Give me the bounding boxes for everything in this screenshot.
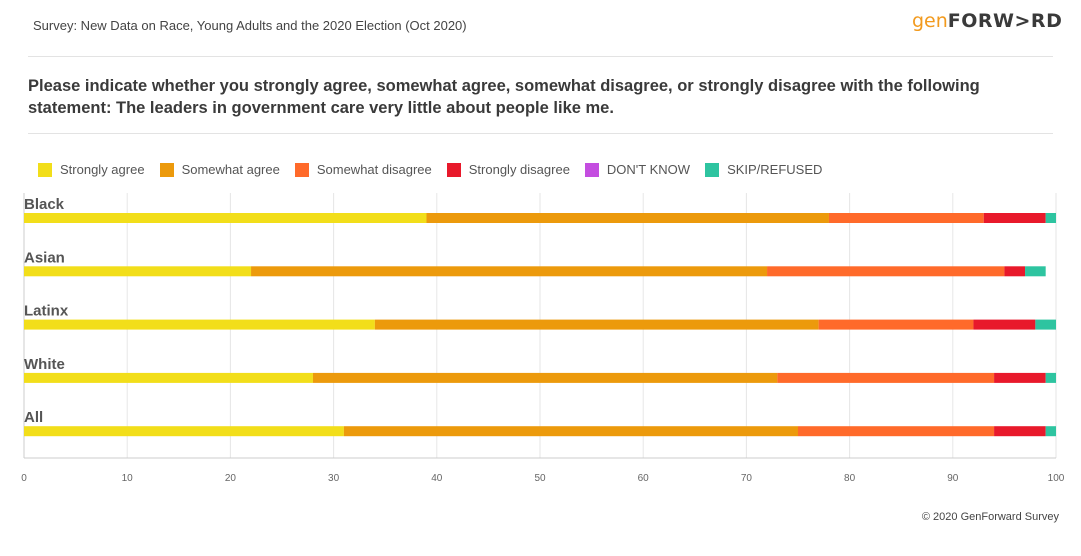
legend-swatch: [446, 162, 461, 177]
bar-all-strongly-disagree: [994, 426, 1046, 437]
legend-label: Somewhat agree: [181, 162, 280, 177]
bar-asian-skip-refused: [1025, 266, 1046, 277]
x-tick-label: 10: [122, 473, 134, 484]
bar-latinx-strongly-disagree: [973, 319, 1036, 330]
x-tick-label: 30: [328, 473, 340, 484]
x-tick-label: 80: [844, 473, 856, 484]
bar-asian-somewhat-disagree: [767, 266, 1005, 277]
legend-item-somewhat-agree[interactable]: Somewhat agree: [159, 162, 280, 177]
legend-swatch: [584, 162, 599, 177]
bar-asian-strongly-agree: [24, 266, 252, 277]
bar-latinx-somewhat-agree: [374, 319, 819, 330]
bar-black-skip-refused: [1045, 213, 1056, 223]
logo-gen-text: gen: [912, 10, 948, 32]
legend-swatch: [294, 162, 309, 177]
bar-white-somewhat-disagree: [777, 372, 995, 383]
category-label-black: Black: [24, 196, 65, 213]
bar-latinx-skip-refused: [1035, 319, 1056, 330]
category-label-white: White: [24, 356, 65, 373]
category-label-latinx: Latinx: [24, 303, 69, 320]
x-tick-label: 70: [741, 473, 753, 484]
bar-asian-strongly-disagree: [1004, 266, 1026, 277]
legend-label: DON'T KNOW: [606, 162, 691, 177]
chart-legend: Strongly agree Somewhat agree Somewhat dis…: [38, 162, 837, 177]
bar-black-strongly-disagree: [983, 213, 1046, 223]
bar-white-strongly-disagree: [994, 372, 1046, 383]
footer-credit: © 2020 GenForward Survey: [921, 511, 1059, 523]
legend-item-somewhat-disagree[interactable]: Somewhat disagree: [294, 162, 432, 177]
question-divider: [28, 133, 1053, 134]
legend-item-don-t-know[interactable]: DON'T KNOW: [584, 162, 691, 177]
question-text: Please indicate whether you strongly agr…: [28, 77, 980, 117]
legend-swatch: [705, 162, 720, 177]
legend-label: Strongly agree: [60, 162, 145, 177]
x-tick-label: 50: [534, 473, 546, 484]
legend-swatch: [38, 162, 52, 177]
x-tick-label: 40: [431, 473, 443, 484]
legend-swatch: [159, 162, 174, 177]
legend-label: Somewhat disagree: [316, 162, 432, 177]
legend-item-strongly-disagree[interactable]: Strongly disagree: [446, 162, 570, 177]
bar-white-skip-refused: [1045, 372, 1056, 383]
bar-latinx-somewhat-disagree: [818, 319, 974, 330]
chart-subtitle: Survey: New Data on Race, Young Adults a…: [33, 18, 467, 33]
bar-all-skip-refused: [1045, 426, 1056, 437]
header-divider: [28, 56, 1053, 57]
bar-latinx-strongly-agree: [24, 319, 375, 330]
legend-item-skip-refused[interactable]: SKIP/REFUSED: [705, 162, 822, 177]
bar-black-somewhat-disagree: [828, 213, 984, 223]
logo-forward-text: FORW>RD: [947, 10, 1063, 32]
x-tick-label: 0: [21, 473, 27, 484]
bar-black-strongly-agree: [24, 213, 427, 223]
bar-all-somewhat-agree: [343, 426, 798, 437]
genforward-logo: genFORW>RD: [912, 10, 1062, 33]
legend-label: SKIP/REFUSED: [727, 162, 823, 177]
bar-all-strongly-agree: [24, 426, 344, 437]
bar-white-somewhat-agree: [312, 372, 778, 383]
category-label-all: All: [24, 409, 43, 426]
bar-all-somewhat-disagree: [798, 426, 995, 437]
legend-item-strongly-agree[interactable]: Strongly agree: [38, 162, 145, 177]
bar-black-somewhat-agree: [426, 213, 829, 223]
category-label-asian: Asian: [24, 249, 65, 266]
x-tick-label: 90: [947, 473, 959, 484]
bar-asian-somewhat-agree: [251, 266, 768, 277]
x-tick-label: 20: [225, 473, 237, 484]
x-tick-label: 100: [1048, 473, 1065, 484]
legend-label: Strongly disagree: [468, 162, 570, 177]
bar-white-strongly-agree: [24, 372, 313, 383]
x-tick-label: 60: [638, 473, 650, 484]
